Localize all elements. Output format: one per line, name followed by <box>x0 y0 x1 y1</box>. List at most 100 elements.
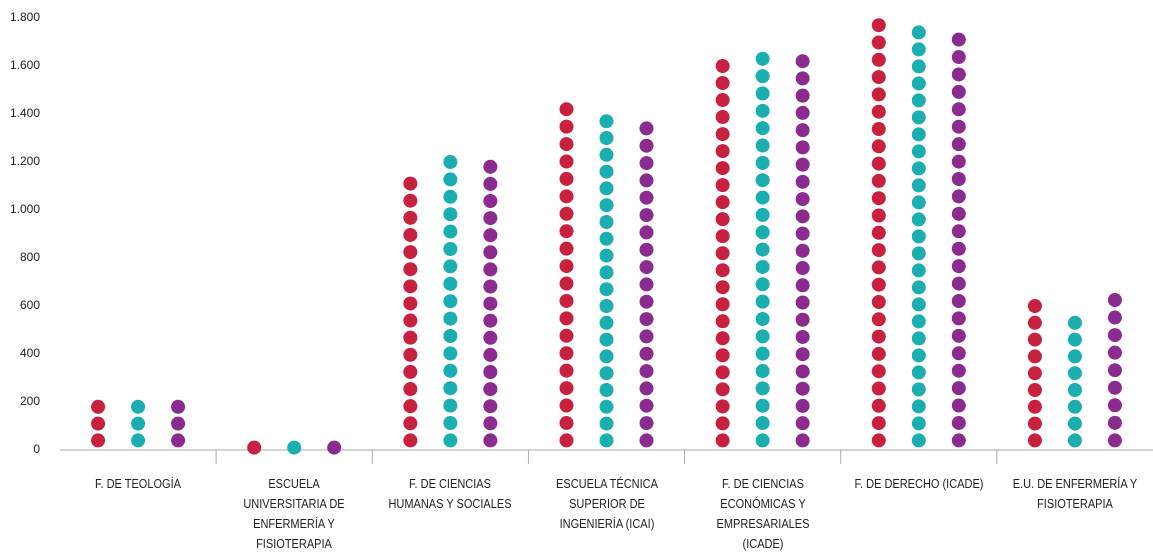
dot <box>755 259 770 274</box>
dot <box>951 433 966 448</box>
dot <box>443 346 458 361</box>
dot <box>951 137 966 152</box>
dot <box>755 364 770 379</box>
dot <box>599 399 614 414</box>
dot <box>795 398 810 413</box>
dot <box>1107 293 1122 307</box>
dot <box>755 190 770 205</box>
dot <box>715 280 730 295</box>
dot-column <box>443 155 458 448</box>
dot <box>795 364 810 379</box>
dot-column <box>755 51 770 448</box>
dot <box>755 329 770 344</box>
dot <box>599 433 614 448</box>
dot <box>871 312 886 327</box>
dot <box>403 433 418 448</box>
dot-column <box>287 440 302 455</box>
dot <box>1067 332 1082 347</box>
dot <box>483 313 498 328</box>
dot <box>483 365 498 379</box>
dot <box>871 52 886 67</box>
dot <box>1067 399 1082 414</box>
dot <box>403 330 418 345</box>
dot <box>599 215 614 229</box>
dot <box>443 155 458 169</box>
dot <box>443 398 458 413</box>
dot <box>403 347 418 362</box>
dot <box>1107 363 1122 378</box>
dot <box>911 280 926 295</box>
dot <box>795 381 810 396</box>
dot <box>131 416 146 431</box>
dot <box>951 32 966 47</box>
dot <box>871 381 886 396</box>
dot <box>639 190 654 205</box>
dot <box>911 348 926 363</box>
dot <box>403 296 418 311</box>
dot <box>599 383 614 397</box>
dot <box>559 311 574 326</box>
dot <box>1067 366 1082 381</box>
dot <box>951 241 966 256</box>
dot <box>951 276 966 291</box>
dot <box>639 121 654 136</box>
dot <box>871 260 886 275</box>
dot <box>755 173 770 188</box>
dot <box>795 295 810 310</box>
dot <box>951 381 966 396</box>
dot <box>559 363 574 378</box>
dot <box>559 415 574 430</box>
dot-column <box>559 102 574 448</box>
dot <box>911 314 926 329</box>
dot <box>483 159 498 174</box>
dot <box>599 114 614 129</box>
dot <box>951 224 966 239</box>
dot <box>403 279 418 294</box>
dot <box>951 50 966 65</box>
dot-column <box>1027 299 1042 448</box>
dot <box>755 416 770 431</box>
y-tick-label: 1.800 <box>10 10 40 24</box>
dot <box>795 416 810 431</box>
dot <box>403 210 418 225</box>
dot <box>483 330 498 345</box>
dot <box>871 208 886 223</box>
dot <box>559 137 574 152</box>
dot <box>247 440 262 455</box>
dot-column <box>403 176 418 448</box>
dot <box>795 140 810 155</box>
dot <box>755 69 770 84</box>
y-tick-label: 1.600 <box>10 58 40 72</box>
dot <box>755 381 770 396</box>
dot <box>403 176 418 191</box>
dot <box>1027 299 1042 313</box>
dot <box>715 433 730 448</box>
dot <box>911 212 926 227</box>
dot <box>795 209 810 224</box>
dot <box>1107 380 1122 395</box>
dot <box>795 312 810 327</box>
dot <box>443 329 458 343</box>
dot <box>871 139 886 154</box>
dot <box>795 105 810 120</box>
dot <box>171 433 186 448</box>
dot <box>951 293 966 308</box>
dot <box>639 398 654 413</box>
dot <box>911 144 926 159</box>
dot <box>639 156 654 171</box>
dot <box>715 195 730 210</box>
dot <box>1027 416 1042 431</box>
y-tick-label: 1.400 <box>10 106 40 120</box>
dot <box>639 416 654 431</box>
dot <box>951 102 966 117</box>
dot <box>911 263 926 278</box>
dot <box>795 192 810 207</box>
y-tick-label: 600 <box>20 298 40 312</box>
dot <box>443 259 458 274</box>
dot <box>911 331 926 346</box>
dot-column <box>1107 293 1122 448</box>
dot <box>951 154 966 169</box>
dot <box>639 364 654 379</box>
dot <box>599 332 614 347</box>
dot-column <box>131 399 146 448</box>
